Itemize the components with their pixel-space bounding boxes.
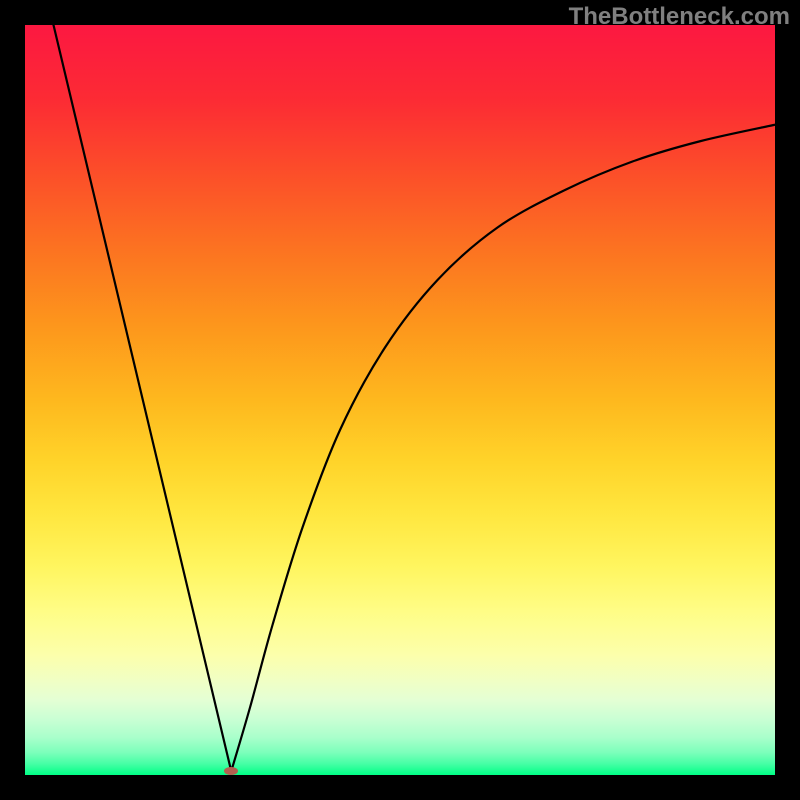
minimum-marker: [224, 767, 238, 775]
bottleneck-curve: [25, 25, 775, 775]
plot-area: [25, 25, 775, 775]
watermark-text: TheBottleneck.com: [569, 3, 790, 31]
